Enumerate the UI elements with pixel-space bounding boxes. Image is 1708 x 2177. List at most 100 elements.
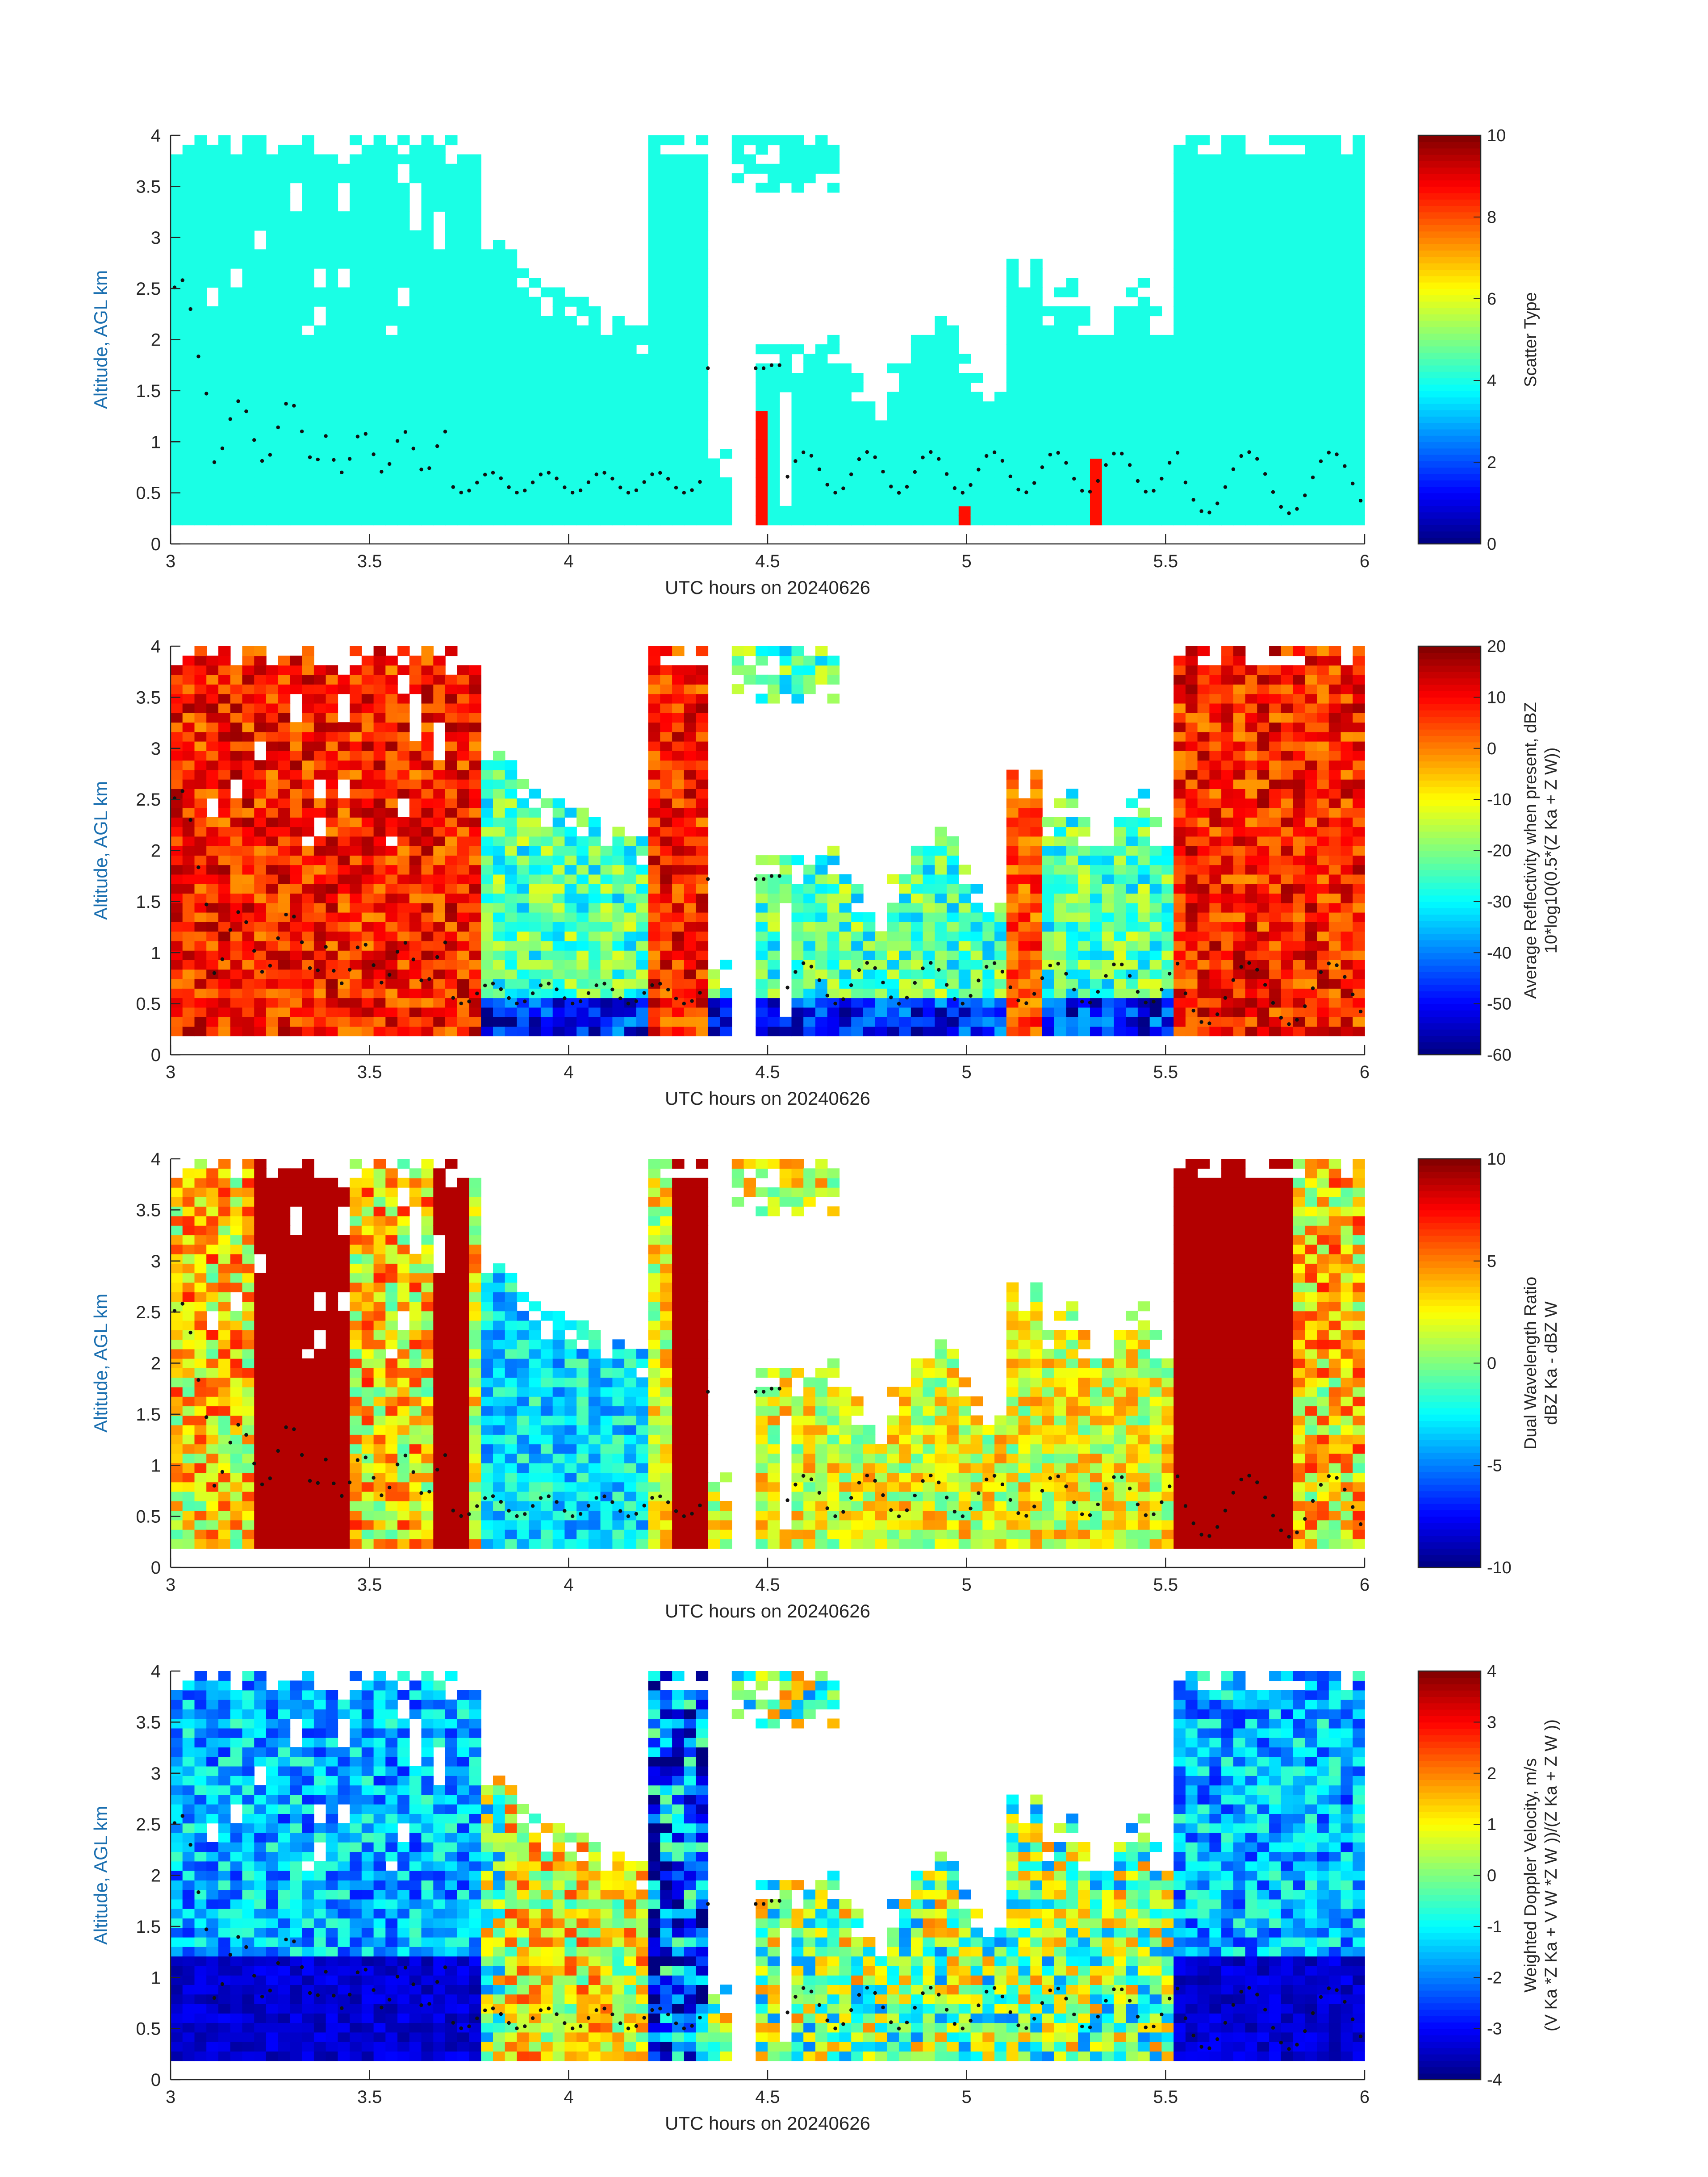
heatmap-cell: [385, 382, 398, 393]
heatmap-cell: [218, 401, 231, 411]
heatmap-cell: [505, 401, 518, 411]
heatmap-cell: [1126, 354, 1138, 364]
heatmap-cell: [409, 268, 422, 278]
heatmap-cell: [230, 798, 243, 808]
heatmap-cell: [1328, 334, 1341, 345]
heatmap-cell: [182, 449, 195, 459]
heatmap-cell: [910, 449, 923, 459]
heatmap-cell: [326, 1026, 338, 1036]
heatmap-cell: [1185, 382, 1198, 393]
heatmap-cell: [421, 468, 434, 478]
heatmap-cell: [385, 354, 398, 364]
heatmap-cell: [206, 827, 219, 837]
heatmap-cell: [612, 468, 625, 478]
heatmap-cell: [1173, 163, 1186, 174]
heatmap-cell: [326, 960, 338, 970]
heatmap-cell: [457, 240, 470, 250]
heatmap-cell: [1233, 458, 1246, 468]
heatmap-cell: [206, 278, 219, 288]
heatmap-cell: [182, 741, 195, 751]
colorbar-swatch: [1418, 231, 1481, 238]
heatmap-cell: [636, 1007, 649, 1017]
heatmap-cell: [230, 922, 243, 932]
heatmap-cell: [851, 401, 864, 411]
heatmap-cell: [1197, 240, 1210, 250]
heatmap-cell: [171, 449, 183, 459]
heatmap-cell: [290, 978, 302, 989]
heatmap-cell: [672, 135, 685, 146]
heatmap-cell: [373, 306, 386, 317]
heatmap-cell: [505, 354, 518, 364]
heatmap-cell: [1078, 382, 1090, 393]
heatmap-cell: [696, 674, 709, 685]
heatmap-cell: [326, 817, 338, 827]
cloud-base-dot: [1311, 475, 1315, 480]
heatmap-cell: [791, 401, 804, 411]
heatmap-cell: [373, 865, 386, 875]
heatmap-cell: [648, 703, 661, 713]
heatmap-cell: [1185, 183, 1198, 193]
heatmap-cell: [612, 960, 625, 970]
heatmap-cell: [1328, 344, 1341, 355]
heatmap-cell: [1328, 420, 1341, 430]
heatmap-cell: [1245, 411, 1258, 421]
heatmap-cell: [409, 230, 422, 240]
heatmap-cell: [1078, 392, 1090, 402]
heatmap-cell: [254, 145, 267, 155]
cloud-base-dot: [507, 485, 511, 489]
heatmap-cell: [1042, 363, 1055, 373]
heatmap-cell: [1209, 211, 1222, 221]
heatmap-cell: [1281, 382, 1294, 393]
heatmap-cell: [385, 713, 398, 723]
y-tick-label: 0: [151, 535, 161, 554]
heatmap-cell: [505, 468, 518, 478]
heatmap-cell: [493, 240, 505, 250]
heatmap-cell: [863, 458, 876, 468]
heatmap-cell: [254, 278, 267, 288]
heatmap-cell: [242, 145, 255, 155]
heatmap-cell: [672, 807, 685, 818]
heatmap-cell: [194, 392, 207, 402]
heatmap-cell: [875, 988, 888, 999]
heatmap-cell: [1114, 316, 1126, 326]
colorbar-swatch: [1418, 352, 1481, 359]
heatmap-cell: [385, 940, 398, 951]
heatmap-cell: [768, 439, 780, 449]
heatmap-cell: [756, 506, 768, 516]
heatmap-cell: [182, 731, 195, 742]
heatmap-cell: [1281, 487, 1294, 497]
cloud-base-dot: [977, 468, 981, 472]
heatmap-cell: [1149, 430, 1162, 440]
heatmap-cell: [445, 940, 458, 951]
heatmap-cell: [1269, 506, 1282, 516]
heatmap-cell: [505, 458, 518, 468]
colorbar-swatch: [1418, 429, 1481, 436]
heatmap-cell: [803, 506, 816, 516]
heatmap-cell: [1305, 334, 1317, 345]
heatmap-cell: [206, 694, 219, 704]
heatmap-cell: [779, 145, 792, 155]
heatmap-cell: [672, 779, 685, 789]
heatmap-cell: [935, 411, 947, 421]
heatmap-cell: [982, 458, 995, 468]
heatmap-cell: [373, 287, 386, 297]
cloud-base-dots: [172, 278, 1363, 515]
heatmap-cell: [648, 769, 661, 780]
heatmap-cell: [493, 789, 505, 799]
heatmap-cell: [552, 903, 565, 913]
heatmap-cell: [481, 827, 493, 837]
heatmap-cell: [684, 401, 697, 411]
heatmap-cell: [779, 363, 792, 373]
cloud-base-dot: [1207, 510, 1211, 514]
heatmap-cell: [481, 278, 493, 288]
heatmap-cell: [947, 420, 959, 430]
heatmap-cell: [696, 183, 709, 193]
heatmap-cell: [529, 420, 541, 430]
heatmap-cell: [600, 373, 613, 383]
heatmap-cell: [481, 865, 493, 875]
heatmap-cell: [672, 439, 685, 449]
heatmap-cell: [1185, 439, 1198, 449]
heatmap-cell: [266, 325, 279, 335]
heatmap-cell: [1281, 316, 1294, 326]
heatmap-cell: [326, 1016, 338, 1027]
